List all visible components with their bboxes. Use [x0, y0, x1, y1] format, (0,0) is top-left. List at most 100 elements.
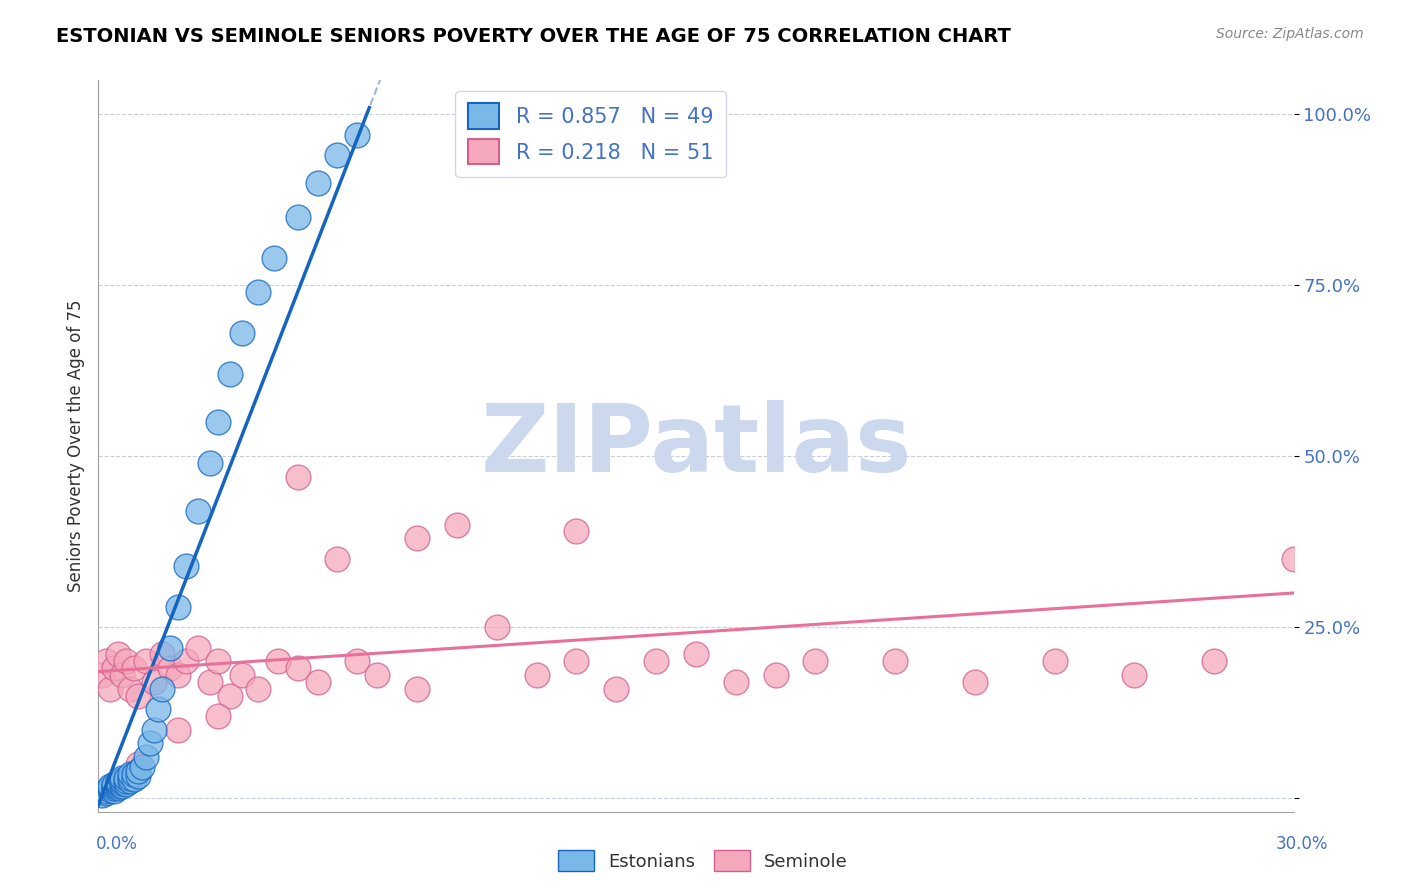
Text: 30.0%: 30.0%	[1277, 835, 1329, 853]
Point	[150, 681, 173, 696]
Point	[98, 780, 122, 795]
Point	[267, 654, 290, 668]
Point	[98, 779, 122, 793]
Point	[446, 517, 468, 532]
Point	[765, 668, 787, 682]
Point	[131, 760, 153, 774]
Point	[207, 654, 229, 668]
Point	[127, 764, 149, 778]
Point	[124, 767, 146, 781]
Point	[645, 654, 668, 668]
Point	[120, 681, 142, 696]
Point	[120, 767, 142, 781]
Point	[107, 777, 129, 791]
Point	[115, 774, 138, 789]
Point	[107, 774, 129, 789]
Text: Source: ZipAtlas.com: Source: ZipAtlas.com	[1216, 27, 1364, 41]
Point	[287, 469, 309, 483]
Point	[246, 681, 269, 696]
Point	[174, 654, 197, 668]
Legend: R = 0.857   N = 49, R = 0.218   N = 51: R = 0.857 N = 49, R = 0.218 N = 51	[456, 91, 725, 177]
Point	[565, 524, 588, 539]
Point	[96, 784, 118, 798]
Point	[1202, 654, 1225, 668]
Point	[143, 723, 166, 737]
Text: ZIPatlas: ZIPatlas	[481, 400, 911, 492]
Point	[231, 326, 253, 341]
Point	[605, 681, 627, 696]
Point	[804, 654, 827, 668]
Point	[91, 788, 114, 802]
Point	[287, 661, 309, 675]
Point	[366, 668, 388, 682]
Point	[263, 251, 285, 265]
Point	[98, 782, 122, 797]
Point	[143, 674, 166, 689]
Point	[139, 736, 162, 750]
Point	[107, 776, 129, 790]
Point	[115, 654, 138, 668]
Point	[96, 654, 118, 668]
Point	[107, 648, 129, 662]
Point	[724, 674, 747, 689]
Point	[219, 368, 242, 382]
Point	[198, 456, 221, 470]
Point	[526, 668, 548, 682]
Point	[1123, 668, 1146, 682]
Point	[219, 689, 242, 703]
Point	[91, 668, 114, 682]
Point	[485, 620, 508, 634]
Point	[307, 176, 329, 190]
Point	[167, 599, 190, 614]
Point	[307, 674, 329, 689]
Point	[346, 654, 368, 668]
Point	[127, 756, 149, 771]
Point	[963, 674, 986, 689]
Point	[287, 210, 309, 224]
Point	[103, 784, 125, 798]
Point	[326, 148, 349, 162]
Point	[127, 689, 149, 703]
Point	[685, 648, 707, 662]
Point	[103, 780, 125, 795]
Point	[884, 654, 907, 668]
Point	[107, 779, 129, 793]
Point	[326, 551, 349, 566]
Point	[135, 750, 157, 764]
Point	[150, 648, 173, 662]
Point	[1282, 551, 1305, 566]
Point	[111, 779, 134, 793]
Point	[103, 777, 125, 791]
Point	[167, 723, 190, 737]
Point	[135, 654, 157, 668]
Point	[96, 786, 118, 800]
Point	[115, 777, 138, 791]
Point	[565, 654, 588, 668]
Point	[1043, 654, 1066, 668]
Point	[120, 774, 142, 789]
Y-axis label: Seniors Poverty Over the Age of 75: Seniors Poverty Over the Age of 75	[66, 300, 84, 592]
Point	[174, 558, 197, 573]
Point	[111, 771, 134, 785]
Point	[246, 285, 269, 300]
Point	[98, 681, 122, 696]
Text: ESTONIAN VS SEMINOLE SENIORS POVERTY OVER THE AGE OF 75 CORRELATION CHART: ESTONIAN VS SEMINOLE SENIORS POVERTY OVE…	[56, 27, 1011, 45]
Point	[207, 709, 229, 723]
Point	[111, 774, 134, 789]
Point	[187, 640, 209, 655]
Point	[167, 668, 190, 682]
Point	[111, 668, 134, 682]
Point	[111, 776, 134, 790]
Point	[187, 504, 209, 518]
Point	[124, 661, 146, 675]
Point	[406, 531, 429, 545]
Legend: Estonians, Seminole: Estonians, Seminole	[551, 843, 855, 879]
Point	[231, 668, 253, 682]
Point	[207, 415, 229, 429]
Point	[127, 769, 149, 783]
Point	[159, 661, 181, 675]
Point	[148, 702, 170, 716]
Point	[120, 771, 142, 785]
Point	[103, 661, 125, 675]
Text: 0.0%: 0.0%	[96, 835, 138, 853]
